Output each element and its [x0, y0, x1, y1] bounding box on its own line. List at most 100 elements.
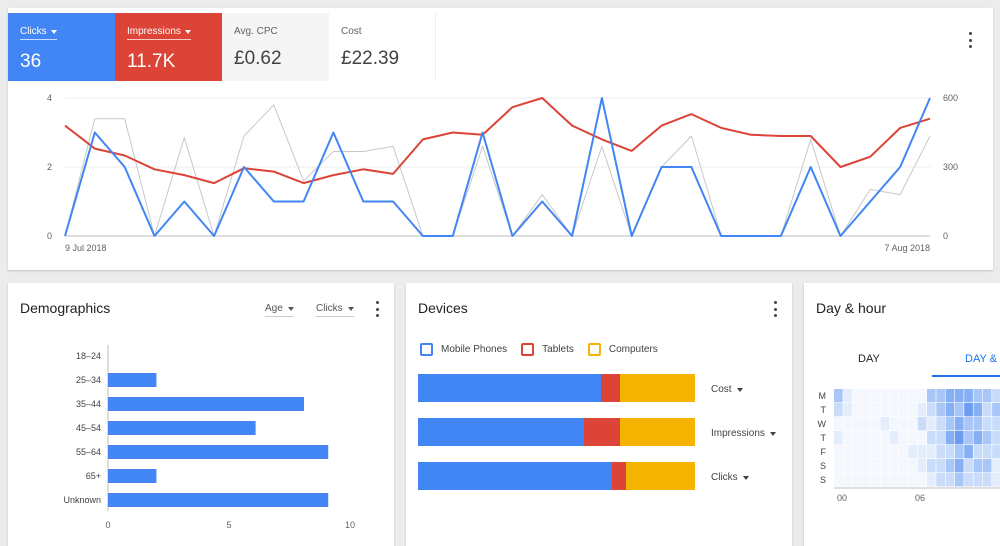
heatmap-cell[interactable] — [852, 417, 862, 431]
demographic-bar[interactable] — [108, 397, 305, 411]
device-bar-segment[interactable] — [611, 462, 626, 490]
heatmap-cell[interactable] — [908, 473, 918, 487]
heatmap-cell[interactable] — [917, 417, 927, 431]
heatmap-cell[interactable] — [973, 445, 983, 459]
heatmap-cell[interactable] — [843, 473, 852, 487]
heatmap-cell[interactable] — [861, 473, 871, 487]
overview-more-icon[interactable] — [965, 32, 975, 48]
device-bar-segment[interactable] — [418, 374, 601, 402]
heatmap-cell[interactable] — [917, 473, 927, 487]
heatmap-cell[interactable] — [880, 431, 890, 445]
heatmap-cell[interactable] — [992, 389, 1000, 403]
metric-impressions-label[interactable]: Impressions — [127, 26, 191, 40]
heatmap-cell[interactable] — [945, 431, 955, 445]
metric-avg-cpc[interactable]: Avg. CPC £0.62 — [222, 13, 329, 81]
heatmap-cell[interactable] — [852, 445, 862, 459]
heatmap-cell[interactable] — [834, 417, 843, 431]
device-bar-segment[interactable] — [584, 418, 621, 446]
heatmap-cell[interactable] — [945, 445, 955, 459]
heatmap-cell[interactable] — [992, 473, 1000, 487]
heatmap-cell[interactable] — [889, 389, 899, 403]
heatmap-cell[interactable] — [889, 473, 899, 487]
demographic-bar[interactable] — [108, 493, 329, 507]
tab-day[interactable]: DAY — [858, 353, 880, 365]
heatmap-cell[interactable] — [861, 459, 871, 473]
heatmap-cell[interactable] — [852, 459, 862, 473]
heatmap-cell[interactable] — [899, 473, 908, 487]
heatmap-cell[interactable] — [899, 459, 908, 473]
heatmap-cell[interactable] — [973, 403, 983, 417]
heatmap-cell[interactable] — [954, 473, 964, 487]
tab-day-and-hour[interactable]: DAY & HOUR — [965, 353, 1000, 365]
heatmap-cell[interactable] — [852, 389, 862, 403]
device-bar-segment[interactable] — [620, 418, 695, 446]
heatmap-cell[interactable] — [871, 389, 880, 403]
heatmap-cell[interactable] — [834, 389, 843, 403]
heatmap-cell[interactable] — [917, 403, 927, 417]
heatmap-cell[interactable] — [917, 431, 927, 445]
metric-clicks[interactable]: Clicks 36 — [8, 13, 115, 81]
heatmap-cell[interactable] — [880, 459, 890, 473]
heatmap-cell[interactable] — [908, 417, 918, 431]
heatmap-cell[interactable] — [973, 473, 983, 487]
heatmap-cell[interactable] — [880, 417, 890, 431]
heatmap-cell[interactable] — [973, 417, 983, 431]
metric-impressions[interactable]: Impressions 11.7K — [115, 13, 222, 81]
heatmap-cell[interactable] — [917, 459, 927, 473]
heatmap-cell[interactable] — [843, 417, 852, 431]
heatmap-cell[interactable] — [852, 403, 862, 417]
device-bar-segment[interactable] — [600, 374, 621, 402]
heatmap-cell[interactable] — [945, 403, 955, 417]
heatmap-cell[interactable] — [917, 445, 927, 459]
heatmap-cell[interactable] — [880, 473, 890, 487]
heatmap-cell[interactable] — [843, 389, 852, 403]
heatmap-cell[interactable] — [982, 473, 992, 487]
heatmap-cell[interactable] — [871, 417, 880, 431]
device-bar-segment[interactable] — [620, 374, 695, 402]
heatmap-cell[interactable] — [834, 445, 843, 459]
heatmap-cell[interactable] — [899, 417, 908, 431]
heatmap-cell[interactable] — [834, 459, 843, 473]
heatmap-cell[interactable] — [973, 431, 983, 445]
heatmap-cell[interactable] — [992, 459, 1000, 473]
heatmap-cell[interactable] — [927, 473, 936, 487]
heatmap-cell[interactable] — [899, 431, 908, 445]
heatmap-cell[interactable] — [992, 431, 1000, 445]
heatmap-cell[interactable] — [982, 431, 992, 445]
heatmap-cell[interactable] — [871, 445, 880, 459]
heatmap-cell[interactable] — [936, 403, 945, 417]
heatmap-cell[interactable] — [982, 417, 992, 431]
heatmap-cell[interactable] — [954, 459, 964, 473]
heatmap-cell[interactable] — [871, 403, 880, 417]
heatmap-cell[interactable] — [973, 389, 983, 403]
device-metric-dropdown[interactable]: Cost — [711, 384, 743, 395]
heatmap-cell[interactable] — [908, 403, 918, 417]
heatmap-cell[interactable] — [964, 459, 973, 473]
heatmap-cell[interactable] — [927, 403, 936, 417]
heatmap-cell[interactable] — [964, 389, 973, 403]
heatmap-cell[interactable] — [834, 431, 843, 445]
heatmap-cell[interactable] — [889, 459, 899, 473]
heatmap-cell[interactable] — [964, 417, 973, 431]
heatmap-cell[interactable] — [927, 389, 936, 403]
heatmap-cell[interactable] — [927, 459, 936, 473]
heatmap-cell[interactable] — [889, 417, 899, 431]
device-bar-segment[interactable] — [418, 418, 585, 446]
heatmap-cell[interactable] — [861, 417, 871, 431]
heatmap-cell[interactable] — [992, 417, 1000, 431]
heatmap-cell[interactable] — [982, 445, 992, 459]
heatmap-cell[interactable] — [954, 417, 964, 431]
heatmap-cell[interactable] — [880, 403, 890, 417]
demographics-more-icon[interactable] — [372, 301, 382, 317]
metric-clicks-label[interactable]: Clicks — [20, 26, 57, 40]
heatmap-cell[interactable] — [861, 403, 871, 417]
heatmap-cell[interactable] — [964, 431, 973, 445]
heatmap-cell[interactable] — [936, 431, 945, 445]
heatmap-cell[interactable] — [945, 417, 955, 431]
heatmap-cell[interactable] — [954, 445, 964, 459]
heatmap-cell[interactable] — [954, 431, 964, 445]
metric-cost[interactable]: Cost £22.39 — [329, 13, 436, 81]
heatmap-cell[interactable] — [908, 459, 918, 473]
heatmap-cell[interactable] — [852, 431, 862, 445]
heatmap-cell[interactable] — [908, 431, 918, 445]
